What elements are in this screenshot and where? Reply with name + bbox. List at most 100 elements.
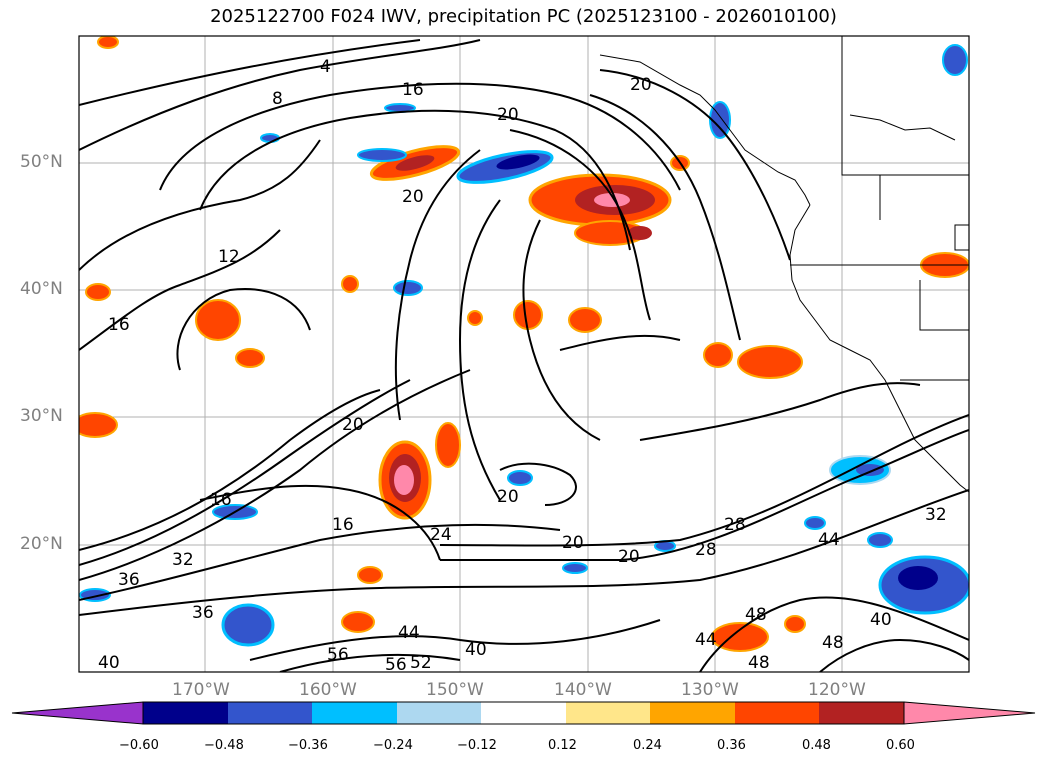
contour-20-north [199, 109, 631, 251]
lon-label-170w: 170°W [172, 680, 230, 700]
contour-label: 36 [192, 603, 214, 623]
lat-label-20n: 20°N [20, 534, 63, 554]
contour-label: 44 [398, 623, 420, 643]
lon-label-160w: 160°W [299, 680, 357, 700]
contour-label: 24 [430, 525, 452, 545]
contour-label: 20 [497, 487, 519, 507]
contour-label: 20 [562, 533, 584, 553]
contour-label: 28 [695, 540, 717, 560]
colorbar-extend-max [903, 701, 1036, 725]
contour-label: 20 [402, 187, 424, 207]
contour-mid-1 [509, 129, 651, 321]
colorbar-bin-7 [650, 702, 735, 724]
colorbar-bin-9 [819, 702, 904, 724]
lat-label-50n: 50°N [20, 152, 63, 172]
map-frame [78, 35, 970, 673]
contour-20-east [439, 414, 969, 547]
contour-loop-west [176, 288, 311, 371]
colorbar-bin-4 [397, 702, 481, 724]
contour-40 [79, 489, 969, 616]
contour-48-east [819, 638, 969, 672]
lon-label-130w: 130°W [681, 680, 739, 700]
contour-label: 20 [618, 547, 640, 567]
contour-coast-2 [589, 94, 741, 341]
border-us-states [919, 280, 969, 331]
contour-label: 32 [925, 505, 947, 525]
negative-anomaly-blob-north [357, 148, 554, 184]
contour-label: 12 [218, 247, 240, 267]
border-box [954, 224, 969, 251]
contour-label: 4 [320, 57, 331, 77]
colorbar [11, 701, 1036, 725]
contour-28 [79, 389, 381, 551]
contour-16-west [79, 229, 281, 351]
colorbar-bin-6 [566, 702, 650, 724]
contour-label: 40 [465, 640, 487, 660]
negative-anomaly-blobs-south [79, 44, 969, 647]
contour-label: 20 [342, 415, 364, 435]
colorbar-tick-9: 0.48 [802, 738, 831, 753]
colorbar-tick-3: −0.36 [288, 738, 328, 753]
colorbar-tick-10: 0.60 [886, 738, 915, 753]
contour-label: 16 [402, 80, 424, 100]
contour-label: 16 [332, 515, 354, 535]
positive-anomaly-blob-gulf [528, 173, 672, 246]
colorbar-bin-8 [735, 702, 819, 724]
lon-label-120w: 120°W [808, 680, 866, 700]
contour-36 [79, 369, 471, 581]
positive-anomaly-blobs-east [97, 36, 969, 652]
colorbar-tick-6: 0.12 [548, 738, 577, 753]
positive-anomaly-blobs-west [79, 283, 265, 438]
contour-mid-3 [458, 199, 501, 501]
contour-labels: 4 8 16 20 20 12 16 16 20 20 32 36 36 16 … [98, 57, 947, 675]
contour-44 [249, 619, 661, 661]
lon-label-150w: 150°W [426, 680, 484, 700]
precip-anomaly-fields [79, 36, 969, 652]
contour-label: 48 [748, 653, 770, 673]
colorbar-tick-7: 0.24 [633, 738, 662, 753]
contour-label: 20 [497, 105, 519, 125]
contour-mid-4 [522, 219, 601, 441]
colorbar-tick-2: −0.48 [204, 738, 244, 753]
contour-label: 56 [327, 645, 349, 665]
colorbar-tick-4: −0.24 [373, 738, 413, 753]
contour-label: 16 [210, 490, 232, 510]
contour-label: 16 [108, 315, 130, 335]
positive-anomaly-blob-subtropics [378, 422, 461, 520]
contour-24 [199, 484, 441, 561]
border-canada-alaska [841, 36, 969, 176]
colorbar-extend-min [11, 701, 144, 725]
colorbar-tick-5: −0.12 [457, 738, 497, 753]
colorbar-tick-8: 0.36 [717, 738, 746, 753]
coastlines [599, 36, 969, 493]
contour-label: 32 [172, 550, 194, 570]
contour-44-east [699, 596, 969, 672]
contour-label: 52 [410, 653, 432, 673]
iwv-contours [79, 39, 969, 672]
contour-12 [79, 139, 321, 271]
contour-8 [79, 39, 481, 151]
contour-36-south [79, 523, 561, 601]
contour-label: 28 [724, 515, 746, 535]
colorbar-tick-1: −0.60 [119, 738, 159, 753]
contour-small-loop [499, 462, 577, 506]
contour-label: 40 [870, 610, 892, 630]
colorbar-bin-2 [228, 702, 312, 724]
coastline-north [849, 114, 956, 141]
contour-label: 36 [118, 570, 140, 590]
lat-label-30n: 30°N [20, 406, 63, 426]
contour-label: 44 [695, 630, 717, 650]
contour-mid-2 [394, 149, 481, 421]
colorbar-frame [142, 701, 905, 725]
lat-label-40n: 40°N [20, 279, 63, 299]
contour-48 [279, 653, 461, 672]
contour-12-east [559, 334, 681, 351]
contour-32 [79, 379, 411, 566]
contour-label: 48 [745, 605, 767, 625]
coastline-west-coast [789, 204, 969, 493]
contour-label: 44 [818, 530, 840, 550]
positive-anomaly-blob-north [369, 145, 461, 181]
contour-24-east [440, 429, 969, 562]
